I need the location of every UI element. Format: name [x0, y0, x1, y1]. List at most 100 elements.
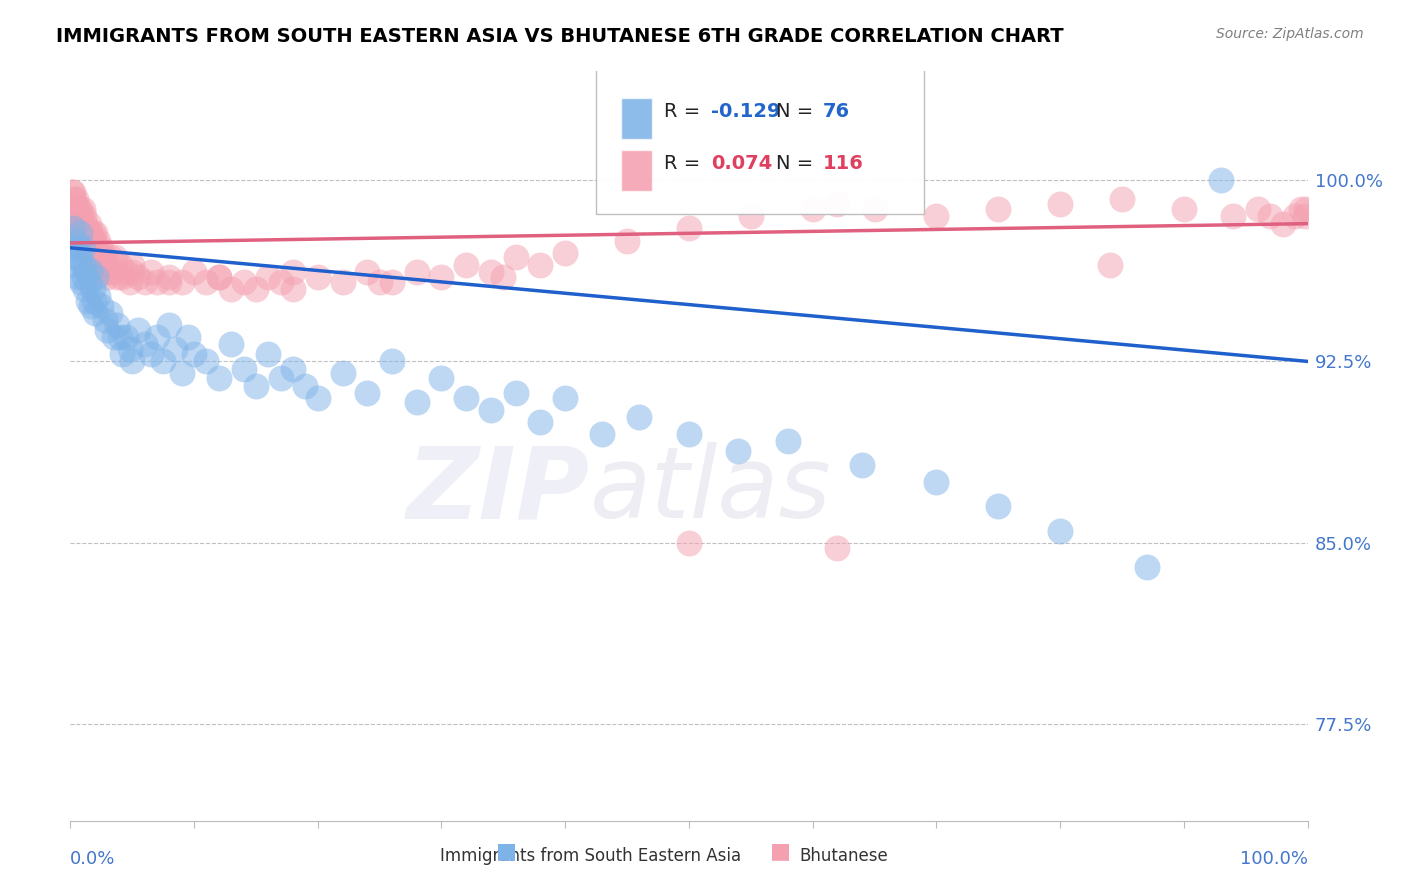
Point [1173, 202, 1195, 216]
Point [925, 210, 948, 224]
Point [108, 258, 131, 272]
Point [270, 275, 292, 289]
Point [72, 221, 94, 235]
Text: 76: 76 [823, 102, 849, 120]
Point [80, 299, 103, 313]
Text: ■: ■ [770, 841, 790, 861]
Point [83, 251, 105, 265]
Point [356, 385, 378, 400]
Point [111, 269, 134, 284]
Point [479, 265, 502, 279]
Point [108, 330, 131, 344]
Point [281, 361, 304, 376]
Text: R =: R = [664, 102, 707, 120]
Point [77, 217, 100, 231]
Point [554, 245, 576, 260]
Point [98, 251, 121, 265]
Point [83, 234, 105, 248]
Text: R =: R = [664, 154, 707, 173]
Point [62, 202, 84, 216]
Point [456, 258, 478, 272]
Point [146, 330, 169, 344]
Point [139, 347, 162, 361]
Point [801, 202, 824, 216]
Point [75, 262, 97, 277]
Point [79, 227, 101, 241]
Point [66, 269, 89, 284]
Point [827, 541, 849, 555]
Point [101, 265, 124, 279]
Point [1136, 559, 1159, 574]
Point [98, 306, 121, 320]
Point [430, 371, 453, 385]
Point [66, 202, 89, 216]
Point [79, 262, 101, 277]
Point [94, 313, 117, 327]
Point [505, 385, 527, 400]
Point [118, 275, 141, 289]
Point [208, 371, 231, 385]
Point [63, 217, 86, 231]
Point [1294, 210, 1316, 224]
Text: IMMIGRANTS FROM SOUTH EASTERN ASIA VS BHUTANESE 6TH GRADE CORRELATION CHART: IMMIGRANTS FROM SOUTH EASTERN ASIA VS BH… [56, 27, 1064, 45]
Point [127, 323, 149, 337]
Point [96, 323, 118, 337]
FancyBboxPatch shape [621, 150, 652, 191]
Point [616, 234, 638, 248]
Point [1111, 193, 1133, 207]
Point [75, 234, 97, 248]
Point [86, 251, 108, 265]
Point [1049, 524, 1071, 538]
Point [121, 354, 143, 368]
Point [80, 234, 103, 248]
Point [987, 500, 1010, 514]
Point [115, 330, 138, 344]
Point [84, 245, 107, 260]
Point [127, 269, 149, 284]
Point [63, 241, 86, 255]
Point [65, 210, 87, 224]
Point [554, 391, 576, 405]
Point [66, 221, 89, 235]
Point [86, 289, 108, 303]
Point [157, 269, 180, 284]
Point [678, 535, 700, 549]
Point [75, 217, 97, 231]
Point [1271, 217, 1294, 231]
Point [94, 251, 117, 265]
Point [87, 245, 110, 260]
Point [77, 275, 100, 289]
FancyBboxPatch shape [621, 97, 652, 139]
Point [96, 258, 118, 272]
Point [72, 241, 94, 255]
Point [72, 258, 94, 272]
Point [91, 251, 114, 265]
Point [90, 241, 112, 255]
Point [678, 221, 700, 235]
Point [69, 202, 91, 216]
Point [307, 391, 329, 405]
Point [208, 269, 231, 284]
Point [96, 265, 118, 279]
Point [170, 367, 193, 381]
Point [863, 202, 886, 216]
Point [183, 265, 205, 279]
Point [118, 343, 141, 357]
Point [139, 265, 162, 279]
Point [84, 241, 107, 255]
Point [75, 282, 97, 296]
Text: N =: N = [776, 102, 820, 120]
Point [84, 269, 107, 284]
Point [827, 197, 849, 211]
Point [69, 227, 91, 241]
Point [86, 234, 108, 248]
Point [105, 269, 128, 284]
Text: Immigrants from South Eastern Asia: Immigrants from South Eastern Asia [440, 847, 741, 865]
Point [73, 227, 96, 241]
Point [83, 293, 105, 308]
Point [63, 193, 86, 207]
Point [70, 275, 93, 289]
Point [219, 282, 242, 296]
Point [62, 185, 84, 199]
Point [456, 391, 478, 405]
